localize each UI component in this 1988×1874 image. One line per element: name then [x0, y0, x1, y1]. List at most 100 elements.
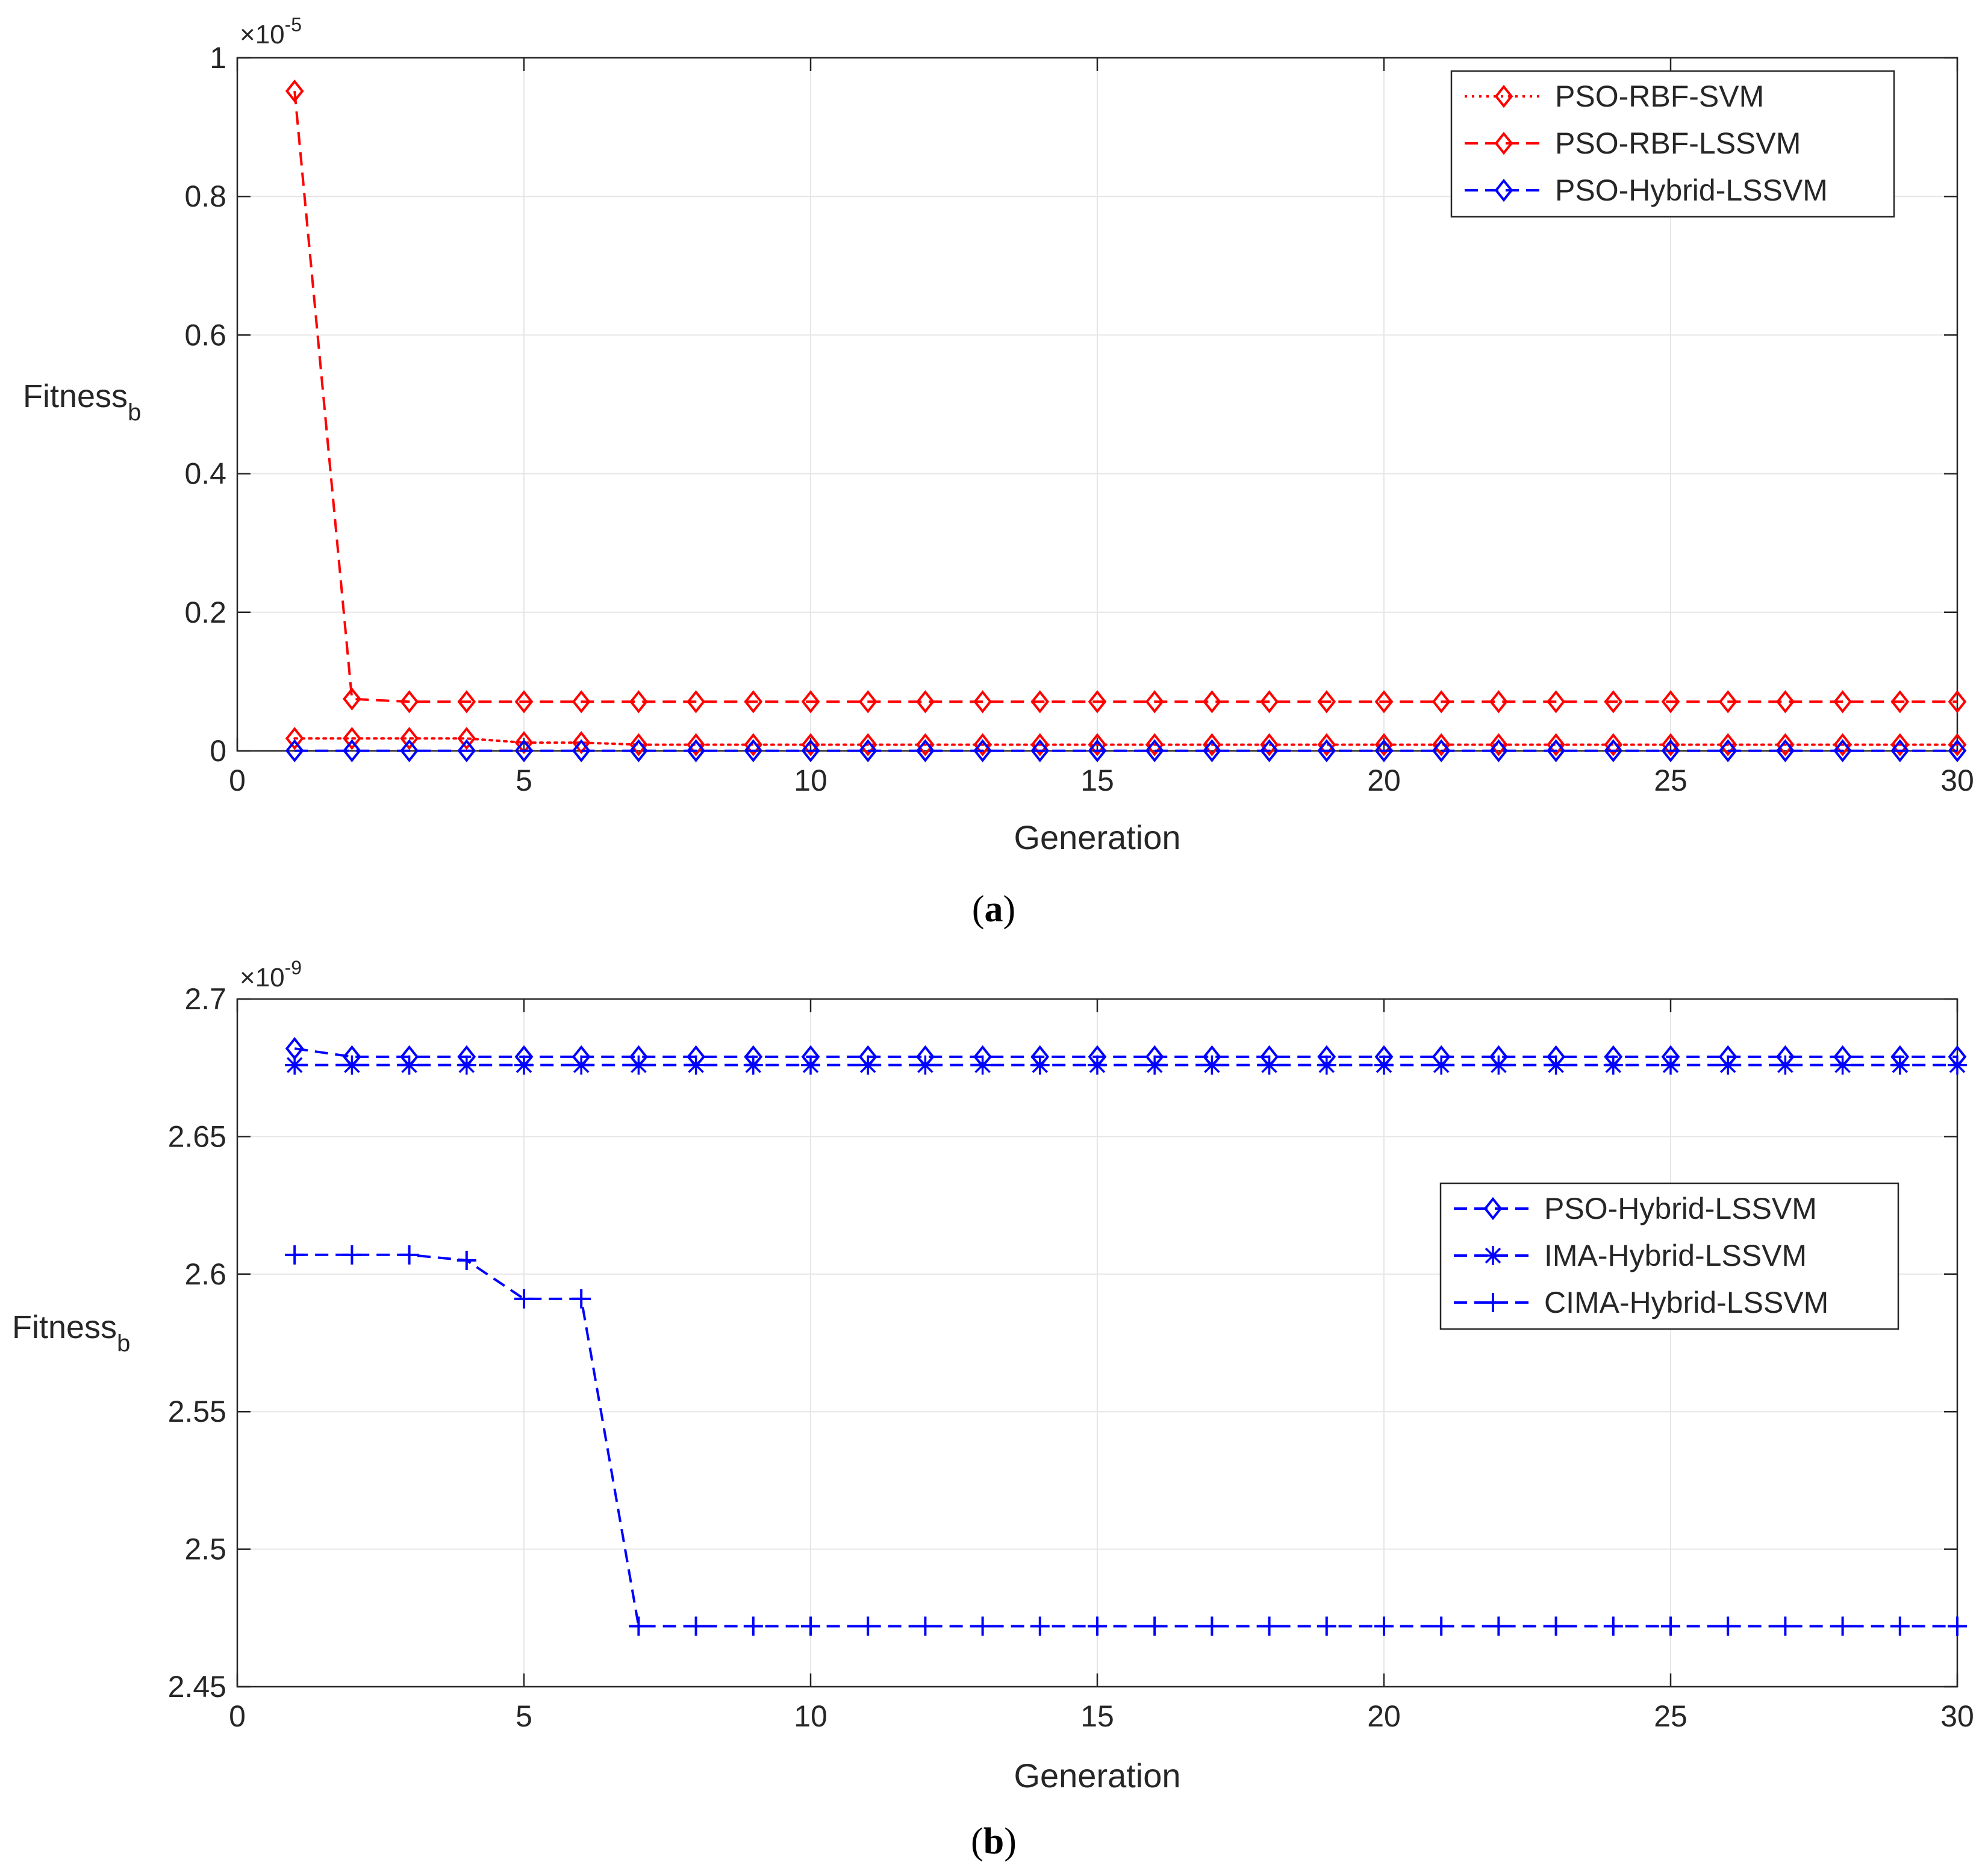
- data-point-diamond: [514, 730, 534, 755]
- grid-b: [237, 998, 1958, 1687]
- data-point-diamond: [1948, 690, 1967, 714]
- exponent-label-b: ×10-9: [240, 957, 302, 992]
- data-point-diamond: [1890, 690, 1910, 714]
- x-tick-label: 5: [516, 764, 532, 797]
- legend-label: PSO-Hybrid-LSSVM: [1555, 173, 1828, 207]
- x-tick-label: 20: [1367, 764, 1401, 797]
- series-group-b: [285, 1037, 1967, 1636]
- data-point-plus: [629, 1616, 649, 1636]
- legend-a: PSO-RBF-SVM PSO-RBF-LSSVM PSO-Hybrid-LSSVM: [1450, 70, 1895, 218]
- series-group-a: [285, 79, 1967, 762]
- data-point-diamond: [1260, 690, 1279, 714]
- data-point-plus: [1145, 1616, 1165, 1636]
- data-point-diamond: [858, 690, 877, 714]
- data-point-asterisk: [858, 1055, 878, 1075]
- data-point-plus: [743, 1616, 763, 1636]
- data-point-diamond: [858, 739, 877, 762]
- data-point-plus: [1202, 1616, 1222, 1636]
- data-point-diamond: [1661, 690, 1680, 714]
- legend-entry: PSO-Hybrid-LSSVM: [1454, 1192, 1817, 1225]
- data-point-asterisk: [285, 1055, 305, 1075]
- data-point-diamond: [1317, 733, 1336, 756]
- data-point-diamond: [1890, 733, 1910, 756]
- data-point-diamond: [1776, 690, 1795, 714]
- data-point-diamond: [1547, 690, 1565, 714]
- data-point-asterisk: [1833, 1055, 1852, 1075]
- data-point-asterisk: [801, 1055, 820, 1075]
- data-point-diamond: [572, 690, 591, 714]
- data-point-diamond: [1718, 690, 1737, 714]
- data-point-diamond: [572, 730, 591, 755]
- legend-label: IMA-Hybrid-LSSVM: [1544, 1239, 1807, 1272]
- x-tick-label: 15: [1080, 764, 1114, 797]
- y-tick-label: 1: [210, 41, 226, 75]
- data-point-diamond: [514, 690, 534, 714]
- y-ticks-a: 0 0.2 0.4 0.6 0.8 1: [184, 41, 1957, 768]
- data-point-diamond: [1088, 733, 1107, 756]
- data-point-diamond: [629, 733, 648, 756]
- x-axis-label-b: Generation: [1014, 1757, 1180, 1795]
- data-point-plus: [1546, 1616, 1566, 1636]
- data-point-asterisk: [1030, 1055, 1050, 1075]
- data-point-plus: [572, 1289, 591, 1309]
- data-point-plus: [1948, 1616, 1967, 1636]
- data-point-asterisk: [1948, 1055, 1967, 1075]
- data-point-plus: [285, 1245, 305, 1265]
- data-point-asterisk: [1259, 1055, 1279, 1075]
- data-point-diamond: [1833, 739, 1852, 762]
- data-point-diamond: [343, 727, 361, 750]
- legend-entry: IMA-Hybrid-LSSVM: [1454, 1239, 1807, 1272]
- legend-label: CIMA-Hybrid-LSSVM: [1544, 1286, 1828, 1319]
- y-tick-label: 0.6: [184, 318, 226, 352]
- data-point-diamond: [1088, 690, 1107, 714]
- data-point-diamond: [343, 739, 361, 762]
- data-point-asterisk: [1661, 1055, 1680, 1075]
- data-point-diamond: [1948, 733, 1967, 756]
- y-axis-label-a: Fitnessb: [23, 378, 141, 426]
- data-point-diamond: [1317, 739, 1336, 762]
- legend-marker-plus: [1483, 1293, 1503, 1312]
- legend-label: PSO-RBF-SVM: [1555, 79, 1764, 113]
- data-point-diamond: [916, 690, 935, 714]
- data-point-diamond: [514, 739, 534, 762]
- y-tick-label: 2.5: [184, 1533, 226, 1566]
- data-point-diamond: [744, 733, 763, 756]
- data-point-diamond: [1661, 739, 1680, 762]
- data-point-diamond: [1030, 733, 1050, 756]
- data-point-plus: [915, 1616, 935, 1636]
- data-point-plus: [1718, 1616, 1738, 1636]
- data-point-diamond: [916, 739, 935, 762]
- x-tick-label: 10: [794, 764, 827, 797]
- data-point-diamond: [801, 739, 820, 762]
- data-point-diamond: [629, 690, 648, 714]
- x-tick-label: 30: [1940, 1699, 1974, 1733]
- data-point-plus: [514, 1289, 534, 1309]
- data-point-plus: [973, 1616, 992, 1636]
- legend-entry: PSO-RBF-LSSVM: [1465, 126, 1801, 160]
- data-point-diamond: [1374, 733, 1394, 756]
- data-point-diamond: [1604, 690, 1623, 714]
- data-point-asterisk: [973, 1055, 992, 1075]
- data-point-plus: [1432, 1616, 1451, 1636]
- legend-label: PSO-Hybrid-LSSVM: [1544, 1192, 1817, 1225]
- data-point-diamond: [858, 733, 877, 756]
- y-tick-label: 0.2: [184, 596, 226, 629]
- data-point-plus: [456, 1250, 476, 1270]
- series-CIMA-Hybrid-LSSVM: [285, 1245, 1967, 1636]
- y-tick-label: 2.6: [184, 1257, 226, 1291]
- data-point-asterisk: [915, 1055, 935, 1075]
- data-point-diamond: [1203, 739, 1221, 762]
- data-point-asterisk: [1317, 1055, 1336, 1075]
- data-point-plus: [1317, 1616, 1336, 1636]
- data-point-diamond: [1432, 733, 1451, 756]
- data-point-plus: [342, 1245, 362, 1265]
- y-tick-label: 0.4: [184, 457, 226, 491]
- x-ticks-a: 0 5 10 15 20 25 30: [229, 58, 1974, 797]
- data-point-plus: [1890, 1616, 1910, 1636]
- data-point-diamond: [1718, 733, 1737, 756]
- x-axis-label-a: Generation: [1014, 818, 1180, 856]
- legend-marker-diamond: [1483, 1197, 1503, 1221]
- y-tick-label: 2.45: [168, 1670, 226, 1704]
- data-point-plus: [858, 1616, 878, 1636]
